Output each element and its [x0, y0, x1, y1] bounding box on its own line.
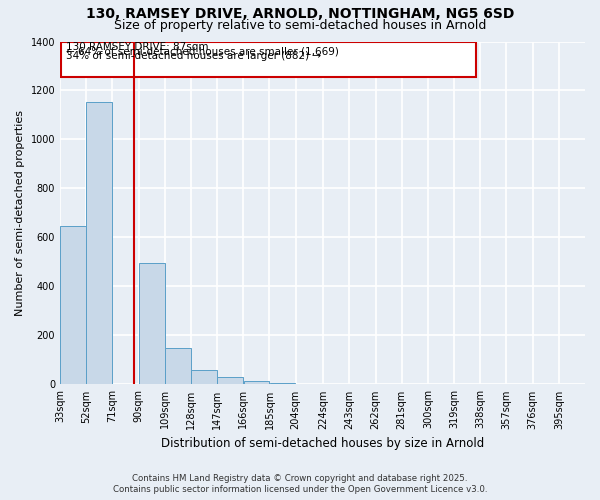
Bar: [60, 226, 86, 384]
Text: ← 64% of semi-detached houses are smaller (1,669): ← 64% of semi-detached houses are smalle…: [65, 46, 338, 56]
FancyBboxPatch shape: [61, 42, 476, 77]
Bar: [191, 370, 217, 384]
Y-axis label: Number of semi-detached properties: Number of semi-detached properties: [15, 110, 25, 316]
Bar: [86, 102, 112, 385]
Text: Contains HM Land Registry data © Crown copyright and database right 2025.
Contai: Contains HM Land Registry data © Crown c…: [113, 474, 487, 494]
Bar: [217, 377, 243, 384]
Text: Size of property relative to semi-detached houses in Arnold: Size of property relative to semi-detach…: [114, 19, 486, 32]
Bar: [139, 263, 164, 384]
Bar: [244, 381, 269, 384]
Text: 130, RAMSEY DRIVE, ARNOLD, NOTTINGHAM, NG5 6SD: 130, RAMSEY DRIVE, ARNOLD, NOTTINGHAM, N…: [86, 8, 514, 22]
Text: 130 RAMSEY DRIVE: 87sqm: 130 RAMSEY DRIVE: 87sqm: [65, 42, 208, 52]
Text: 34% of semi-detached houses are larger (882) →: 34% of semi-detached houses are larger (…: [65, 51, 320, 61]
Bar: [165, 348, 191, 385]
X-axis label: Distribution of semi-detached houses by size in Arnold: Distribution of semi-detached houses by …: [161, 437, 484, 450]
Bar: [269, 383, 295, 384]
